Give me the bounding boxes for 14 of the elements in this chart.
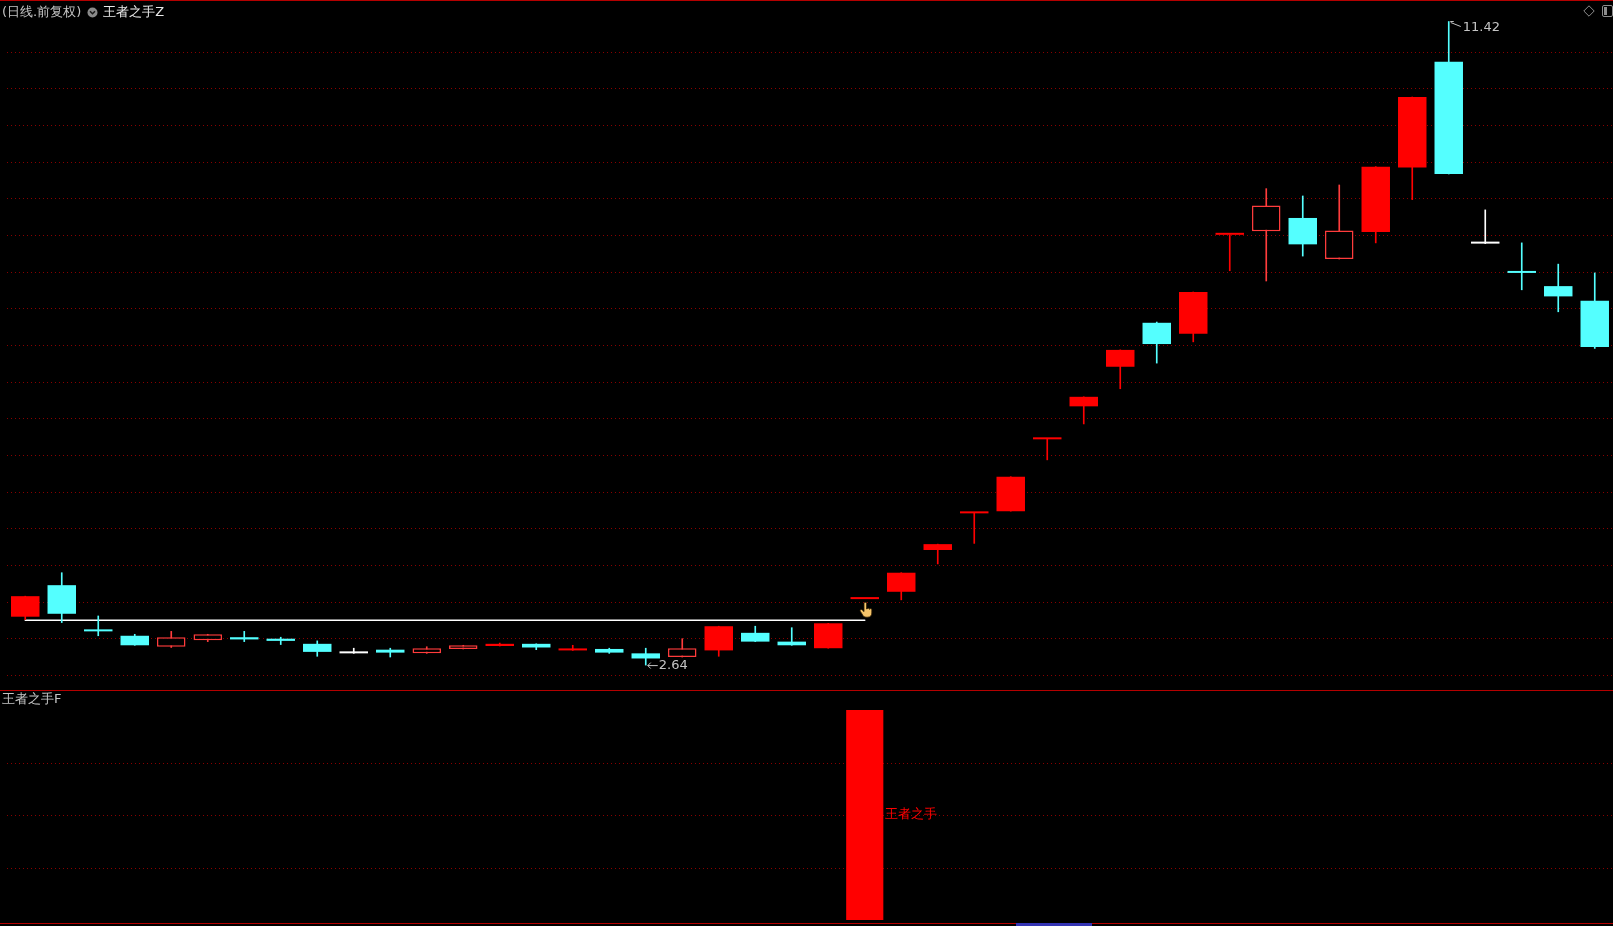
chart-title: (日线.前复权) <box>2 4 82 20</box>
chart-title: 王者之手F <box>2 691 62 707</box>
candlestick <box>960 511 989 544</box>
annotation: 王者之手 <box>885 806 937 822</box>
candlestick <box>1471 209 1500 244</box>
candlestick <box>1544 263 1573 313</box>
annotation: 2.64 <box>658 657 688 673</box>
annotation: 11.42 <box>1462 18 1500 34</box>
candlestick <box>1507 242 1536 291</box>
candlestick <box>1215 232 1244 272</box>
chart-subtitle: 王者之手Z <box>103 4 165 20</box>
candlestick <box>1033 437 1062 461</box>
candlestick <box>84 615 113 637</box>
candlestick <box>850 597 879 600</box>
